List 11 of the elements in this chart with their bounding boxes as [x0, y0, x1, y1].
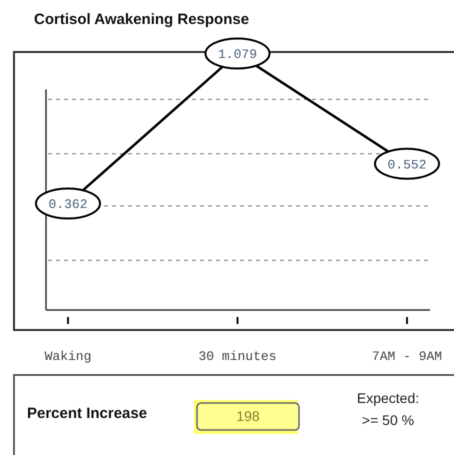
data-label: 1.079 — [218, 47, 258, 62]
x-tick-label: 7AM - 9AM — [372, 349, 442, 364]
text: 198 — [236, 408, 260, 424]
chart-title: Cortisol Awakening Response — [34, 11, 250, 28]
text: Percent Increase — [27, 405, 148, 422]
data-label: 0.362 — [48, 197, 88, 212]
text: Expected: — [356, 390, 420, 406]
text: >= 50 % — [362, 412, 414, 428]
x-tick-label: 30 minutes — [198, 349, 277, 364]
x-tick-label: Waking — [44, 349, 92, 364]
data-label: 0.552 — [387, 157, 427, 172]
